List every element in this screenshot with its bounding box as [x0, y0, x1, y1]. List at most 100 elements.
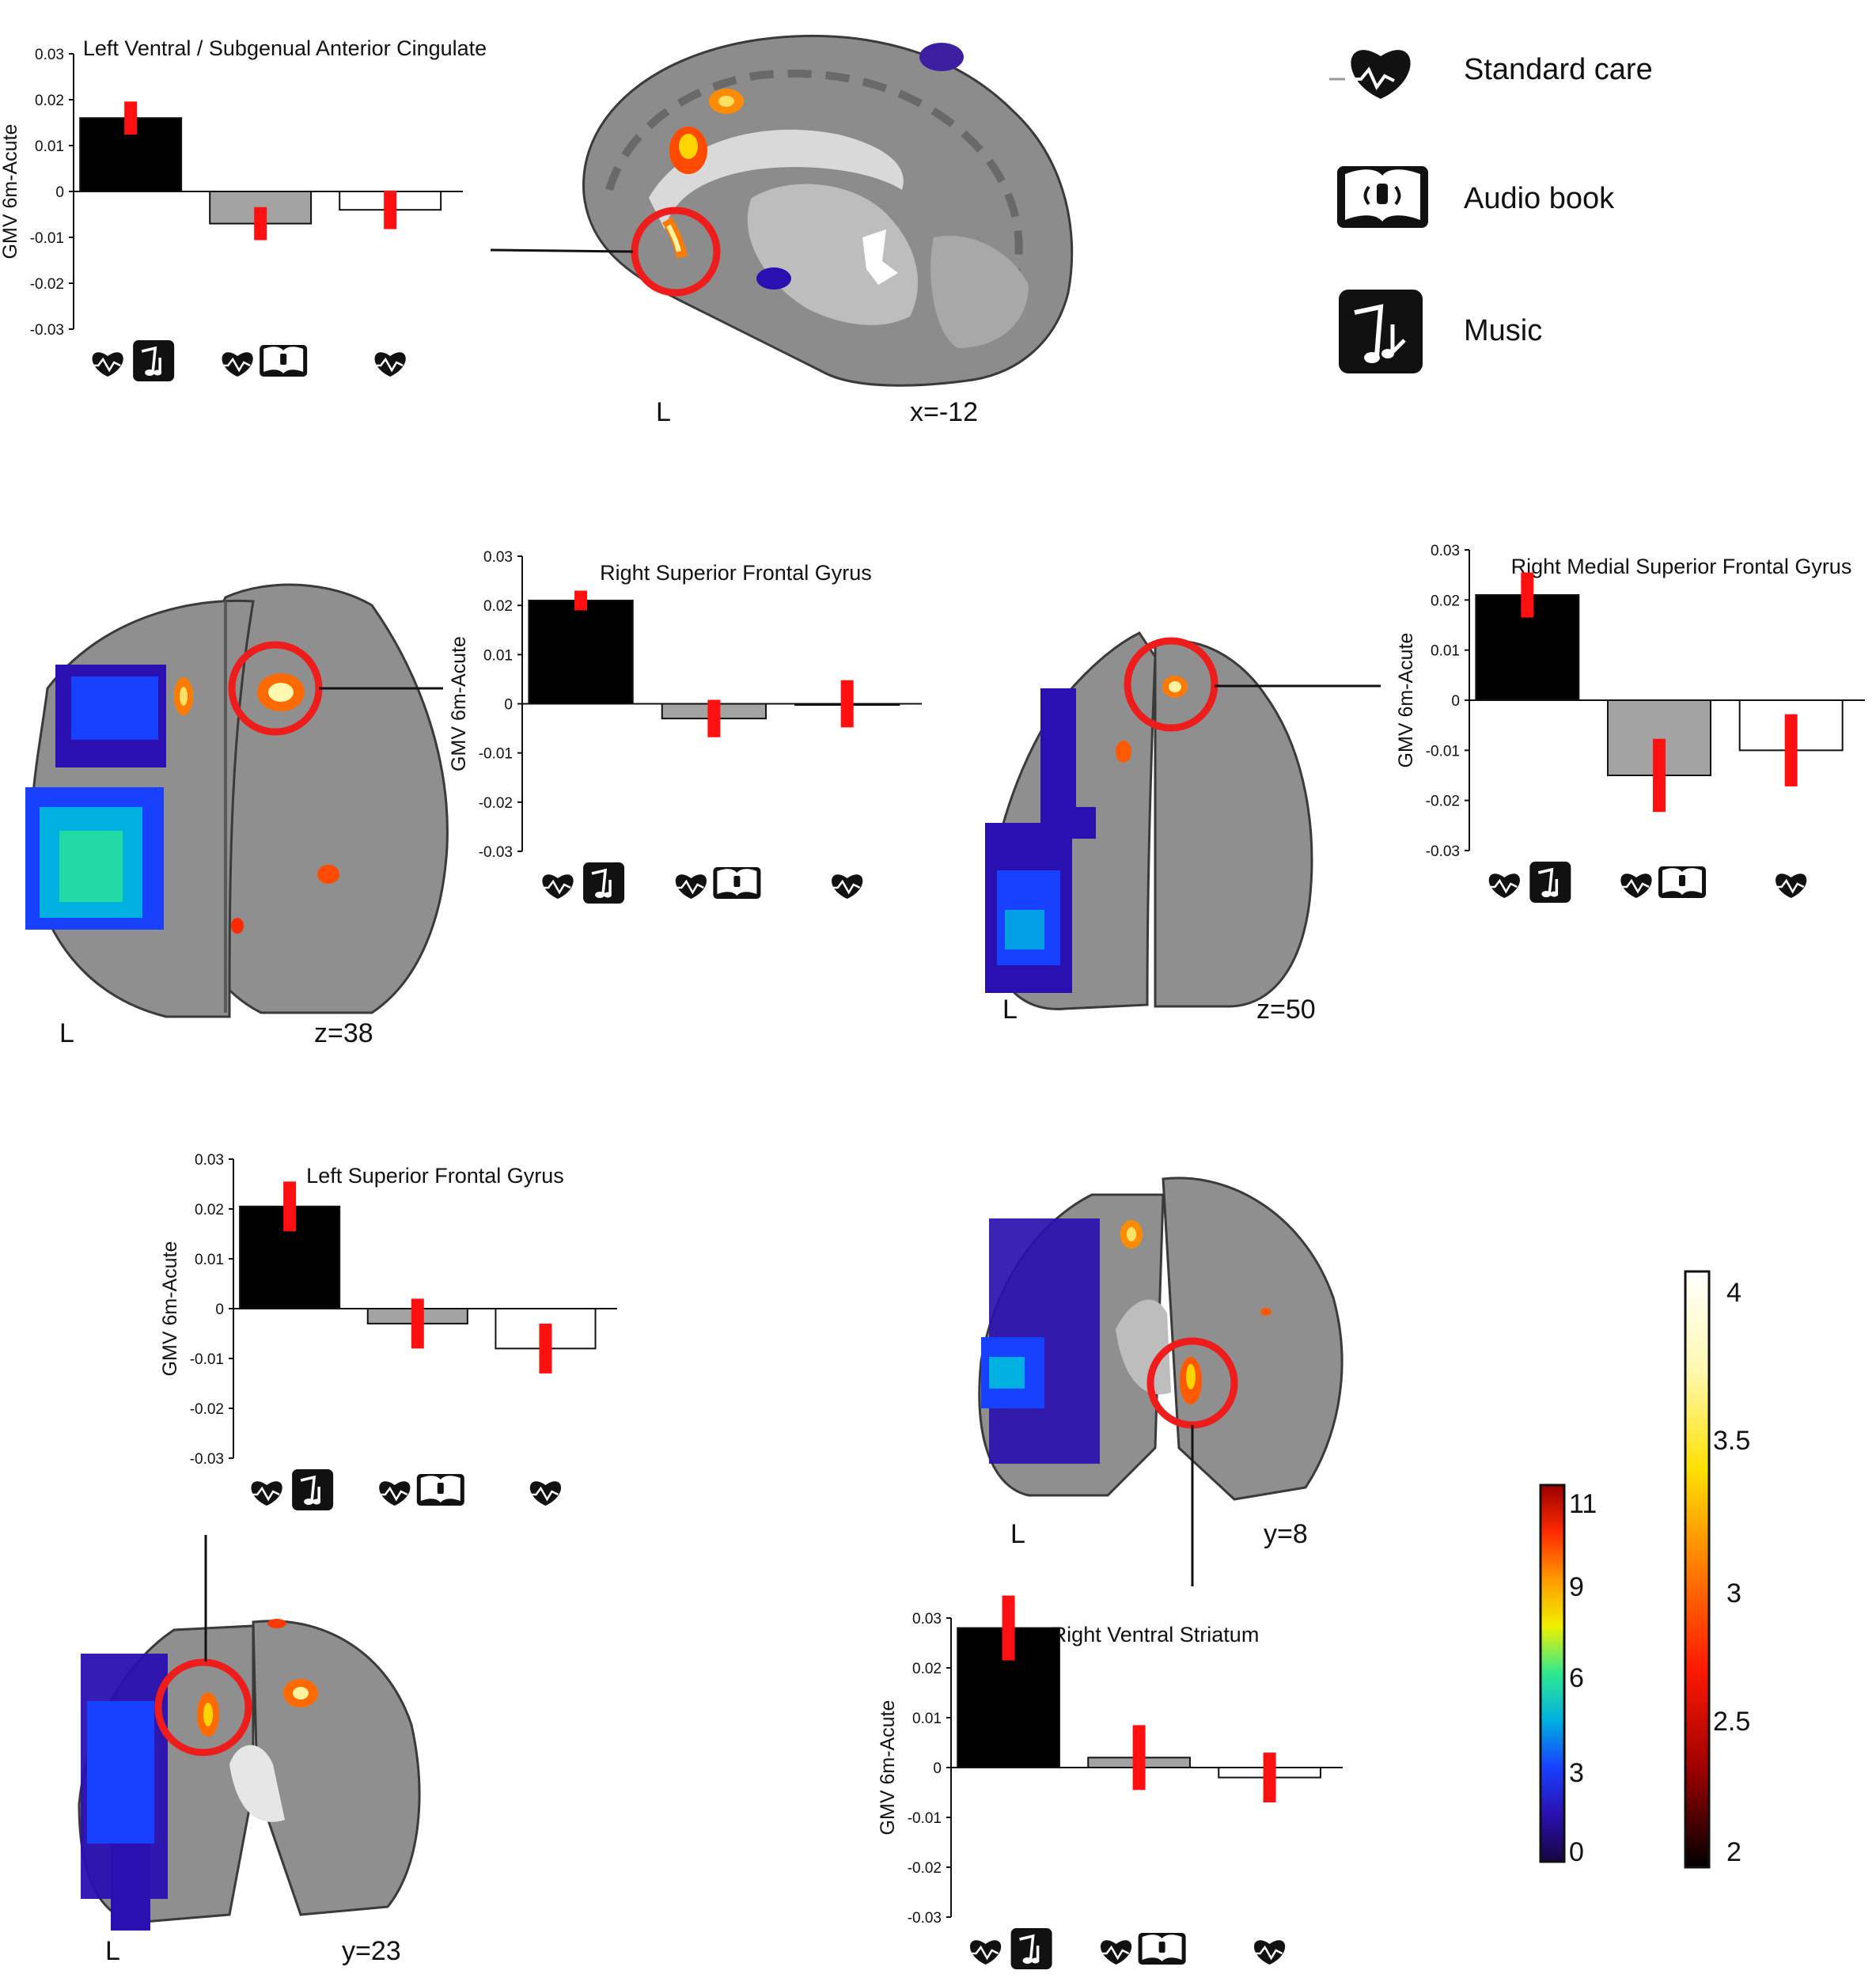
slice-side-label: L — [105, 1936, 120, 1966]
heart-shape — [1488, 873, 1520, 898]
y-tick-label: 0.02 — [195, 1202, 224, 1218]
heart-ecg-icon — [520, 1481, 562, 1506]
error-bar — [1132, 1725, 1146, 1790]
bar-chart-left-ventral-subgenual-anterior-cingulate: Left Ventral / Subgenual Anterior Cingul… — [0, 36, 487, 381]
heart-ecg-icon — [365, 352, 406, 377]
y-tick-label: 0.03 — [483, 549, 513, 566]
y-tick-label: -0.03 — [30, 322, 64, 339]
heart-shape — [542, 874, 574, 899]
y-tick-label: 0.01 — [483, 647, 513, 664]
y-tick-label: 0 — [1451, 693, 1460, 710]
music-stems — [300, 1475, 320, 1502]
colorbar-left-tick: 6 — [1569, 1663, 1584, 1693]
brain-slice-coronal-y8 — [978, 1177, 1344, 1586]
heart-ecg-icon — [665, 874, 707, 899]
music-stems — [141, 346, 161, 373]
y-tick-label: -0.02 — [190, 1401, 224, 1418]
music-notes-icon — [1529, 862, 1571, 903]
heart-ecg-icon — [1329, 50, 1411, 99]
music-notes-icon — [1010, 1928, 1052, 1969]
ecg-line — [1765, 878, 1805, 894]
y-tick-label: 0 — [504, 697, 513, 714]
heart-shape — [1253, 1940, 1286, 1965]
y-tick-label: 0 — [933, 1760, 942, 1777]
y-tick-label: -0.01 — [908, 1810, 942, 1827]
colorbar-left-tick: 11 — [1569, 1489, 1597, 1519]
error-bar — [124, 101, 138, 135]
error-bar — [1653, 738, 1666, 813]
chart-title: Left Ventral / Subgenual Anterior Cingul… — [83, 36, 487, 60]
heart-ecg-icon — [212, 352, 253, 377]
heart-shape — [251, 1481, 282, 1506]
colorbar-left-tick: 3 — [1569, 1758, 1584, 1788]
y-tick-label: -0.03 — [908, 1910, 942, 1927]
ecg-line — [532, 879, 571, 895]
audio-book-icon — [416, 1474, 464, 1506]
music-notes-icon — [292, 1469, 334, 1510]
y-axis-label: GMV 6m-Acute — [0, 124, 21, 260]
error-bar — [254, 207, 267, 241]
heart-shape — [529, 1481, 562, 1506]
y-tick-label: -0.03 — [190, 1451, 224, 1468]
audio-book-icon — [713, 867, 761, 899]
colorbar-right-ramp — [1684, 1270, 1711, 1869]
colorbar-right-tick: 2 — [1726, 1837, 1741, 1867]
music-note-head — [313, 1499, 321, 1505]
audio-book-icon — [260, 345, 308, 377]
y-tick-label: 0.02 — [483, 598, 513, 615]
audio-book-icon — [1337, 166, 1428, 228]
bar-chart-right-medial-superior-frontal-gyrus: Right Medial Superior Frontal Gyrus 0.03 0… — [1395, 543, 1865, 903]
bar — [528, 599, 634, 705]
brain-slice-coronal-y23 — [78, 1535, 421, 1931]
music-stems — [1019, 1934, 1040, 1961]
error-bar — [411, 1298, 424, 1349]
music-note-head — [1031, 1957, 1040, 1964]
speaker — [1679, 875, 1685, 886]
error-bar — [1002, 1595, 1015, 1661]
slice-coord-label: y=8 — [1264, 1519, 1308, 1549]
error-bar — [1784, 714, 1798, 786]
audio-book-icon — [1658, 866, 1706, 898]
brain-slice-sagittal — [490, 35, 1074, 387]
y-tick-label: 0.02 — [912, 1661, 942, 1677]
colorbar-right: 4 3.5 3 2.5 2 — [1684, 1270, 1750, 1869]
slice-side-label: L — [1010, 1519, 1025, 1549]
music-notes-icon — [133, 340, 175, 381]
slice-coord-label: z=38 — [314, 1018, 373, 1048]
y-tick-label: -0.01 — [479, 746, 513, 763]
heart-shape — [969, 1940, 1002, 1965]
y-axis-label: GMV 6m-Acute — [877, 1700, 899, 1836]
y-tick-label: -0.03 — [1426, 843, 1460, 860]
heart-ecg-icon — [532, 874, 574, 899]
music-note-head — [604, 892, 612, 898]
legend-label-audio-book: Audio book — [1464, 182, 1615, 215]
music-stems — [1537, 867, 1559, 894]
colorbar-right-tick: 3 — [1726, 1578, 1741, 1609]
heart-ecg-icon — [1765, 873, 1807, 898]
y-tick-label: 0 — [55, 184, 64, 201]
music-note-head — [1550, 891, 1559, 897]
brain-slice-axial-z50 — [985, 631, 1381, 1010]
y-tick-label: 0.03 — [912, 1611, 942, 1627]
audio-book-icon — [1138, 1933, 1186, 1965]
heart-shape — [832, 874, 863, 899]
heart-shape — [1776, 873, 1807, 898]
y-tick-label: -0.03 — [479, 844, 513, 861]
heart-ecg-icon — [369, 1481, 411, 1506]
speaker — [1158, 1942, 1165, 1953]
heart-ecg-icon — [1244, 1940, 1286, 1965]
ecg-line — [1090, 1945, 1130, 1961]
colorbar-left-tick: 9 — [1569, 1572, 1584, 1602]
y-axis-label: GMV 6m-Acute — [1395, 633, 1417, 768]
error-bar — [1521, 572, 1534, 618]
ecg-line — [1611, 878, 1650, 894]
ecg-line — [1479, 878, 1518, 894]
slice-side-label: L — [656, 397, 671, 427]
music-notes-icon — [583, 862, 625, 904]
music-note-head — [304, 1499, 314, 1505]
y-tick-label: 0.01 — [912, 1711, 942, 1727]
error-bar — [840, 680, 854, 728]
speaker — [733, 876, 741, 887]
slice-coord-label: x=-12 — [910, 397, 978, 427]
